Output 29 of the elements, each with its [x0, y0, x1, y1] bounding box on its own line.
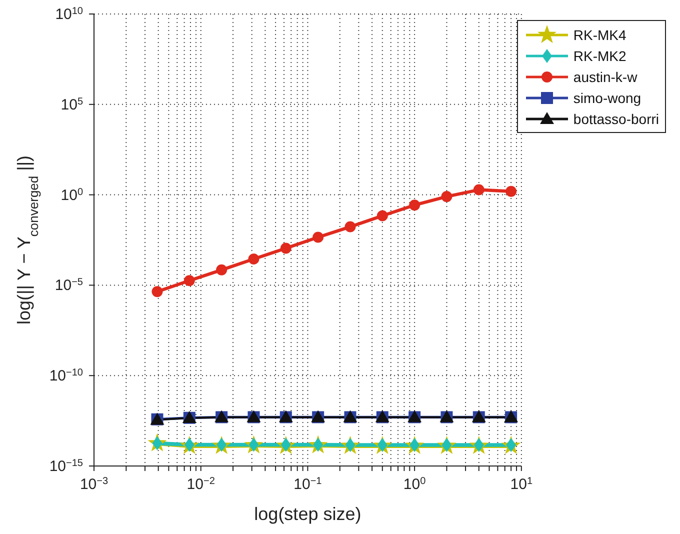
x-tick-label: 10$^{−3}$: [80, 476, 108, 493]
y-tick-label: 10$^{−5}$: [54, 276, 84, 294]
y-tick-label: 10$^{10}$: [55, 6, 84, 23]
point: [344, 221, 356, 232]
point: [506, 186, 517, 197]
point: [280, 242, 292, 254]
x-tick-label: 10$^{−1}$: [294, 476, 322, 493]
x-tick-label: 10$^{0}$: [403, 476, 426, 493]
point: [473, 184, 484, 196]
y-tick-label: 10$^{−15}$: [49, 458, 84, 475]
x-tick-label: 10$^{−2}$: [186, 476, 216, 493]
x-tick-label: 10$^{1}$: [510, 476, 533, 493]
point: [184, 275, 195, 286]
legend-label: RK-MK4: [573, 26, 626, 42]
point: [248, 254, 260, 265]
point: [312, 232, 324, 243]
point: [409, 200, 420, 211]
y-tick-label: 10$^{5}$: [60, 96, 84, 114]
point: [216, 264, 228, 276]
point: [441, 191, 452, 202]
legend-label: austin-k-w: [573, 68, 638, 84]
y-tick-label: 10$^{−10}$: [49, 367, 84, 385]
legend-label: bottasso-borri: [573, 110, 659, 126]
legend-label: simo-wong: [573, 90, 642, 106]
y-tick-label: 10$^{0}$: [60, 186, 84, 204]
point: [152, 286, 163, 298]
point: [376, 210, 388, 222]
x-axis-title: log(step size): [254, 504, 362, 524]
legend-label: RK-MK2: [573, 48, 626, 64]
